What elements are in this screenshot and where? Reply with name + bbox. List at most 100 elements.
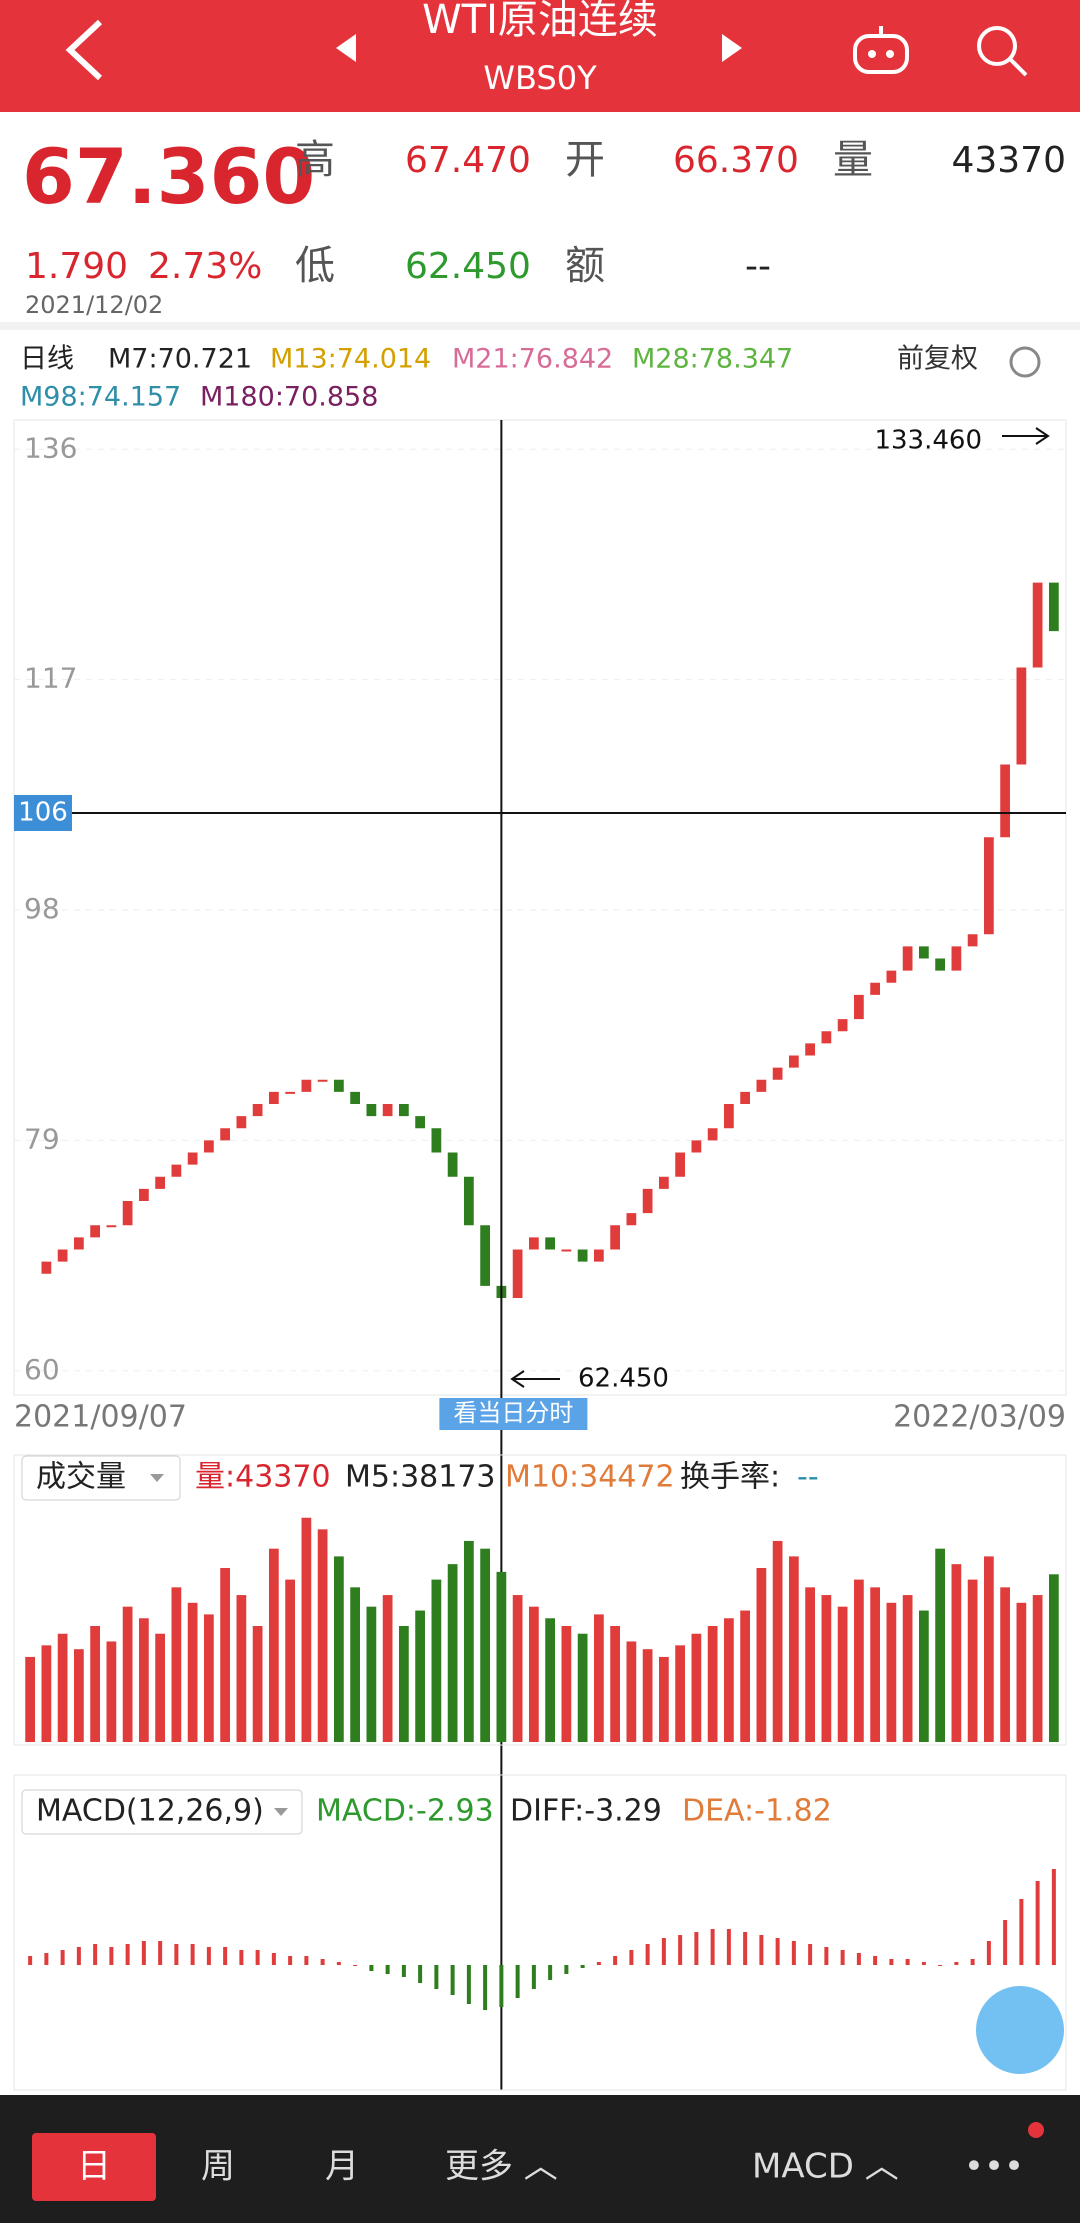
- macd-bar: [694, 1932, 699, 1965]
- value: 43370: [951, 140, 1066, 181]
- change: 1.790: [25, 246, 128, 287]
- candle: [561, 1249, 572, 1252]
- turnover: --: [797, 1460, 819, 1495]
- candle: [902, 946, 913, 971]
- macd-bar: [450, 1965, 455, 1995]
- volume-bar: [724, 1618, 734, 1742]
- ma-value: M180:70.858: [200, 382, 378, 413]
- candle: [269, 1091, 279, 1104]
- ma-legend: 日线 M7:70.721 M13:74.014 M21:76.842 M28:7…: [20, 344, 978, 413]
- candle: [366, 1104, 377, 1117]
- macd-bar: [986, 1941, 991, 1965]
- macd-bar: [824, 1947, 829, 1965]
- macd-bar: [1035, 1881, 1040, 1965]
- candle: [236, 1116, 247, 1129]
- dropdown-arrow: [150, 1474, 164, 1482]
- menu-button[interactable]: •••: [964, 2147, 1024, 2187]
- candle: [431, 1128, 442, 1153]
- volume-bar: [90, 1626, 100, 1742]
- label: 额: [565, 243, 605, 289]
- x-start: 2021/09/07: [14, 1400, 187, 1435]
- candle: [139, 1188, 149, 1201]
- macd-bar: [76, 1947, 81, 1965]
- candle: [870, 982, 880, 995]
- candle: [1000, 764, 1010, 838]
- macd-bar: [320, 1959, 325, 1965]
- ma-value: M98:74.157: [20, 382, 181, 413]
- prev-button[interactable]: [336, 34, 356, 62]
- volume-bar: [886, 1602, 897, 1742]
- macd-bar: [336, 1962, 341, 1965]
- tab-label[interactable]: MACD ︿: [752, 2147, 899, 2187]
- price-panel: [13, 419, 1067, 1396]
- candle: [789, 1055, 799, 1068]
- candle: [1049, 582, 1059, 632]
- macd-bar: [28, 1956, 33, 1965]
- intraday-button: 看当日分时: [453, 1399, 573, 1427]
- candle: [610, 1225, 620, 1250]
- volume-bar: [122, 1606, 133, 1742]
- y-tick-label: 136: [24, 431, 77, 464]
- candle: [626, 1213, 637, 1226]
- y-tick-label: 60: [24, 1353, 60, 1386]
- next-button[interactable]: [722, 34, 742, 62]
- volume-bar: [935, 1548, 945, 1742]
- volume-bar: [756, 1568, 767, 1742]
- macd-bar: [905, 1959, 910, 1965]
- day-tab[interactable]: [32, 2133, 156, 2201]
- candle: [837, 1019, 848, 1032]
- macd-bar: [710, 1929, 715, 1965]
- macd-bar: [418, 1965, 423, 1983]
- candle: [805, 1043, 815, 1056]
- candle: [691, 1140, 702, 1153]
- candle: [334, 1079, 344, 1092]
- min-note: 62.450: [578, 1364, 669, 1394]
- candle: [447, 1152, 458, 1177]
- turnover-label: 换手率:: [680, 1460, 780, 1495]
- macd-bar: [44, 1953, 49, 1965]
- volume-bar: [382, 1595, 393, 1742]
- macd-bar: [531, 1965, 536, 1989]
- tab-label[interactable]: 周: [201, 2147, 235, 2187]
- macd-bar: [970, 1959, 975, 1965]
- macd-bar: [304, 1956, 309, 1965]
- volume-bar: [350, 1587, 360, 1742]
- volume-bar: [431, 1579, 442, 1742]
- volume-bar: [317, 1529, 328, 1742]
- ma-value: M28:78.347: [632, 344, 793, 375]
- adjust-button[interactable]: 前复权: [897, 344, 978, 375]
- volume-bar: [480, 1548, 490, 1742]
- macd-bar: [353, 1965, 358, 1966]
- settings-icon[interactable]: [1009, 346, 1041, 378]
- macd-bar: [434, 1965, 439, 1989]
- intraday-tag: [439, 1398, 588, 1430]
- macd-bar: [596, 1962, 601, 1965]
- tip-button[interactable]: [976, 1986, 1064, 2074]
- macd-bar: [775, 1938, 780, 1965]
- macd-bar: [401, 1965, 406, 1977]
- volume-bar: [269, 1548, 279, 1742]
- candle: [464, 1176, 474, 1226]
- volume-bar: [789, 1556, 799, 1742]
- volume-bar: [236, 1595, 247, 1742]
- back-button[interactable]: [65, 19, 103, 81]
- macd-menu[interactable]: [21, 1789, 303, 1835]
- volume-bar: [496, 1571, 507, 1742]
- tab-label[interactable]: 月: [325, 2147, 359, 2187]
- candle: [512, 1249, 523, 1298]
- macd-bar: [109, 1947, 114, 1965]
- volume-bar: [691, 1633, 702, 1742]
- macd-bar: [791, 1941, 796, 1965]
- robot-icon[interactable]: [853, 26, 909, 74]
- macd-bar: [158, 1941, 163, 1965]
- volume-bar: [951, 1564, 962, 1742]
- min-arrow: [510, 1370, 560, 1388]
- volume-menu[interactable]: [21, 1455, 181, 1501]
- volume-bar: [1032, 1595, 1043, 1742]
- search-icon[interactable]: [977, 26, 1028, 77]
- candle: [90, 1225, 100, 1238]
- macd-bar: [856, 1953, 861, 1965]
- candle: [951, 946, 962, 971]
- tab-label[interactable]: 更多 ︿: [445, 2147, 558, 2187]
